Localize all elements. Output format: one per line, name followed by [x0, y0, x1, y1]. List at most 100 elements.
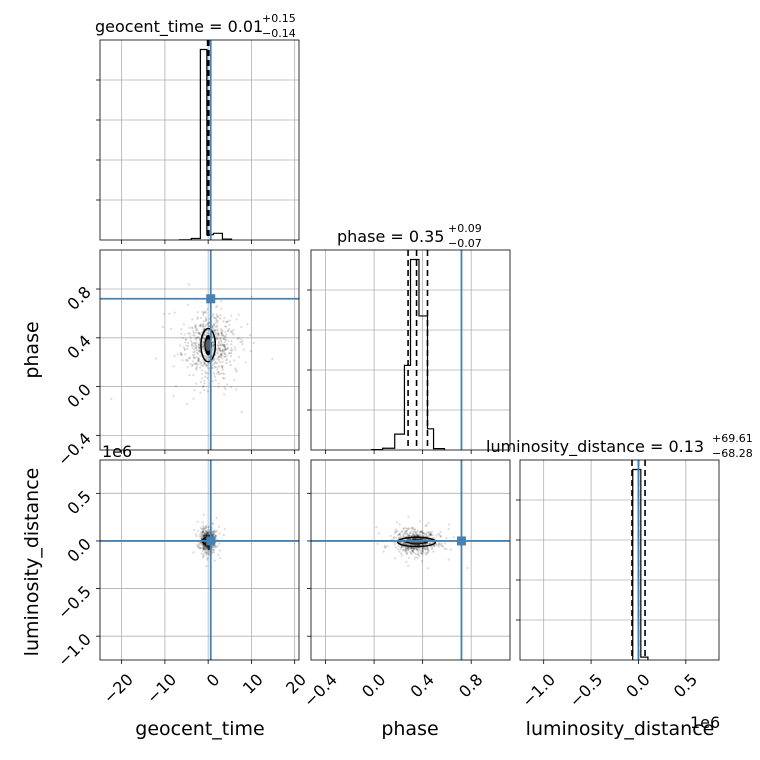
scatter-point	[194, 367, 198, 370]
scatter-point	[213, 529, 216, 532]
scatter-point	[408, 537, 411, 541]
scatter-point	[202, 553, 205, 557]
scatter-point	[223, 341, 226, 344]
scatter-point	[427, 531, 430, 535]
scatter-point	[396, 534, 400, 537]
scatter-point	[204, 372, 207, 375]
scatter-point	[206, 530, 209, 533]
scatter-point	[187, 303, 190, 306]
scatter-point	[202, 546, 205, 549]
scatter-point	[252, 341, 255, 344]
scatter-point	[197, 332, 200, 335]
scatter-point	[218, 542, 221, 545]
scatter-point	[410, 530, 413, 533]
scatter-point	[183, 333, 186, 336]
scatter-point	[221, 349, 224, 352]
scatter-point	[416, 534, 419, 537]
scatter-point	[235, 318, 238, 321]
scatter-point	[420, 552, 423, 555]
scatter-point	[199, 380, 202, 383]
scatter-point	[198, 358, 201, 361]
scatter-point	[204, 529, 207, 533]
scatter-point	[188, 356, 191, 359]
title-phase: phase = 0.35 +0.09 −0.07	[337, 222, 482, 250]
scatter-point	[204, 319, 207, 323]
scatter-point	[215, 535, 218, 538]
scatter-point	[382, 550, 385, 553]
tick-label-y-luminosity-distance: −0.5	[54, 582, 95, 623]
scatter-point	[417, 553, 420, 556]
scatter-point	[203, 534, 206, 537]
tick-label-x-geocent-time: 10	[239, 670, 267, 698]
scatter-point	[186, 347, 189, 351]
scatter-point	[202, 544, 205, 547]
scatter-point	[212, 340, 215, 343]
scatter-point	[212, 534, 215, 537]
scatter-point	[419, 551, 422, 554]
scatter-point	[242, 348, 246, 351]
scatter-point	[212, 347, 215, 350]
scatter-point	[212, 362, 215, 365]
scatter-point	[406, 547, 409, 551]
scatter-point	[218, 344, 222, 347]
scatter-point	[405, 547, 408, 550]
scatter-point	[216, 352, 219, 355]
panel-2d-geocent-time-luminosity-distance: −20 −10 0 10 20−1.0−0.50.00.5	[54, 459, 310, 707]
scatter-point	[403, 542, 406, 545]
scatter-point	[404, 542, 408, 545]
scatter-point	[425, 524, 428, 527]
scatter-point	[181, 336, 184, 340]
contour-outer	[396, 536, 437, 548]
scatter-point	[212, 371, 215, 374]
scatter-point	[415, 534, 418, 537]
scatter-point	[426, 547, 429, 550]
scatter-point	[395, 530, 398, 533]
scatter-point	[200, 535, 204, 539]
scatter-point	[173, 311, 177, 314]
scatter-point	[421, 532, 424, 535]
scatter-cloud	[110, 283, 274, 414]
scatter-point	[220, 340, 223, 343]
scatter-point	[421, 549, 424, 552]
scatter-point	[191, 360, 194, 363]
scatter-point	[205, 364, 208, 367]
scatter-point	[407, 535, 410, 538]
scatter-point	[205, 553, 208, 556]
scatter-point	[435, 544, 438, 547]
scatter-point	[443, 542, 447, 545]
scatter-point	[217, 382, 220, 385]
scatter-point	[214, 534, 217, 537]
scatter-point	[195, 347, 198, 350]
scatter-point	[199, 391, 202, 394]
scatter-point	[223, 351, 226, 354]
scatter-point	[179, 351, 182, 355]
scatter-point	[216, 366, 219, 369]
scatter-point	[219, 356, 222, 359]
scatter-point	[426, 547, 429, 550]
scatter-point	[218, 340, 221, 343]
scatter-point	[413, 528, 416, 531]
scatter-point	[205, 532, 209, 535]
scatter-point	[422, 551, 425, 554]
scatter-point	[189, 362, 192, 366]
scatter-point	[217, 333, 220, 336]
scatter-point	[439, 530, 442, 534]
scatter-point	[184, 353, 187, 356]
scatter-point	[203, 550, 207, 554]
scatter-point	[194, 344, 198, 347]
scatter-point	[234, 348, 237, 351]
scatter-point	[202, 555, 205, 558]
scatter-point	[201, 325, 204, 328]
scatter-point	[412, 530, 415, 533]
scatter-point	[224, 320, 228, 324]
scatter-point	[429, 532, 432, 536]
scatter-point	[206, 322, 209, 325]
scatter-point	[419, 520, 422, 523]
scatter-point	[224, 335, 227, 338]
scatter-point	[419, 530, 422, 533]
scatter-point	[203, 534, 206, 537]
scatter-point	[220, 327, 223, 331]
scatter-point	[452, 536, 455, 539]
scatter-point	[202, 526, 205, 529]
scatter-point	[196, 316, 199, 319]
